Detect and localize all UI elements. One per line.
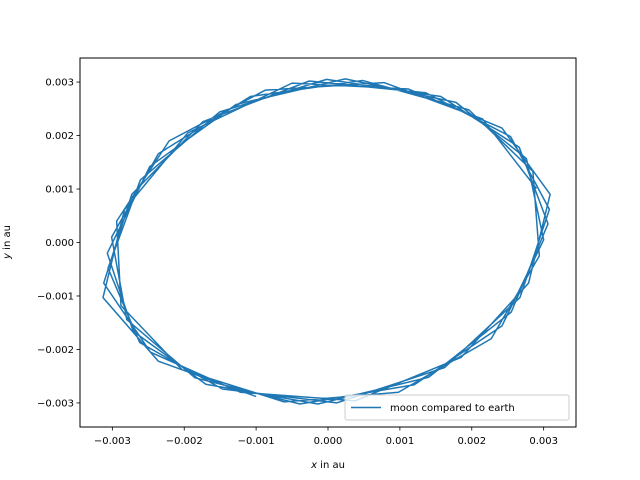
legend-box bbox=[344, 394, 570, 421]
legend-label: moon compared to earth bbox=[390, 403, 515, 414]
y-tick-label: 0.002 bbox=[45, 131, 74, 142]
y-tick-label: −0.003 bbox=[37, 398, 74, 409]
x-axis: −0.003 −0.002 −0.001 0.000 0.001 0.002 0.003 bbox=[94, 427, 558, 447]
y-axis-label-variable: y bbox=[2, 252, 13, 260]
x-axis-label-variable: x bbox=[310, 460, 317, 471]
y-tick-label: −0.002 bbox=[37, 345, 74, 356]
legend: moon compared to earth bbox=[344, 394, 570, 421]
plot-area bbox=[80, 58, 576, 427]
series-line-0 bbox=[102, 78, 551, 405]
x-tick-label: 0.000 bbox=[314, 436, 343, 447]
x-tick-label: −0.003 bbox=[94, 436, 131, 447]
y-tick-label: 0.003 bbox=[45, 78, 74, 89]
x-tick-label: −0.001 bbox=[238, 436, 275, 447]
x-tick-label: −0.002 bbox=[166, 436, 203, 447]
series-layer bbox=[102, 78, 551, 405]
y-tick-label: 0.000 bbox=[45, 238, 74, 249]
x-axis-label-unit: in au bbox=[317, 460, 345, 471]
x-tick-label: 0.003 bbox=[529, 436, 558, 447]
y-axis-label-unit: in au bbox=[2, 225, 13, 253]
y-tick-label: 0.001 bbox=[45, 185, 74, 196]
x-axis-label: x in au bbox=[310, 460, 345, 471]
y-axis-label: y in au bbox=[2, 225, 13, 260]
y-tick-label: −0.001 bbox=[37, 291, 74, 302]
y-axis: −0.003 −0.002 −0.001 0.000 0.001 0.002 0.003 bbox=[37, 78, 80, 409]
x-tick-label: 0.001 bbox=[386, 436, 415, 447]
x-tick-label: 0.002 bbox=[457, 436, 486, 447]
